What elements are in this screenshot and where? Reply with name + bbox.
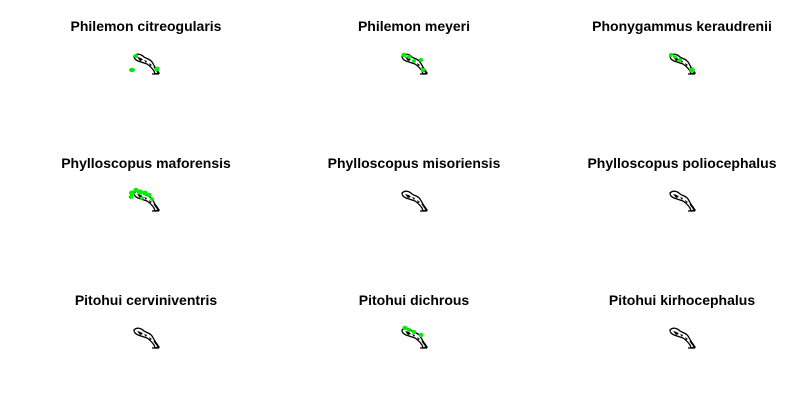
- species-panel: Phylloscopus poliocephalus: [548, 143, 804, 280]
- island-outline-map: [668, 53, 697, 75]
- species-panel: Phylloscopus misoriensis: [280, 143, 548, 280]
- island-outline: [401, 327, 429, 349]
- occurrence-points: [129, 54, 160, 73]
- panel-title: Phylloscopus poliocephalus: [587, 155, 777, 171]
- species-panel: Phylloscopus maforensis: [12, 143, 280, 280]
- island-outline: [669, 327, 697, 349]
- panel-title: Phonygammus keraudrenii: [592, 18, 772, 34]
- island-outline-map: [133, 327, 161, 349]
- occurrence-points: [401, 52, 426, 73]
- island-outline-map: [669, 327, 697, 349]
- occurrence-points: [668, 53, 695, 73]
- island-outline: [133, 327, 161, 349]
- species-panel: Philemon meyeri: [280, 6, 548, 143]
- island-outline-map: [128, 187, 161, 212]
- occurrence-points: [128, 187, 154, 201]
- species-panel: Pitohui kirhocephalus: [548, 280, 804, 417]
- island-outline-map: [401, 190, 429, 212]
- island-outline: [669, 190, 697, 212]
- panel-title: Philemon meyeri: [357, 18, 471, 34]
- island-outline-map: [669, 190, 697, 212]
- island-outline-map: [401, 325, 429, 349]
- panel-title: Pitohui dichrous: [358, 292, 470, 308]
- occurrence-points: [402, 325, 424, 338]
- island-outline-map: [401, 52, 429, 75]
- island-outline-map: [129, 53, 161, 75]
- species-panel: Pitohui dichrous: [280, 280, 548, 417]
- species-panel: Phonygammus keraudrenii: [548, 6, 804, 143]
- panel-title: Philemon citreogularis: [70, 18, 222, 34]
- panel-title: Pitohui cerviniventris: [74, 292, 218, 308]
- species-panel: Philemon citreogularis: [12, 6, 280, 143]
- panel-title: Phylloscopus misoriensis: [327, 155, 501, 171]
- species-panel: Pitohui cerviniventris: [12, 280, 280, 417]
- panel-title: Phylloscopus maforensis: [61, 155, 231, 171]
- island-outline: [401, 190, 429, 212]
- panel-title: Pitohui kirhocephalus: [608, 292, 756, 308]
